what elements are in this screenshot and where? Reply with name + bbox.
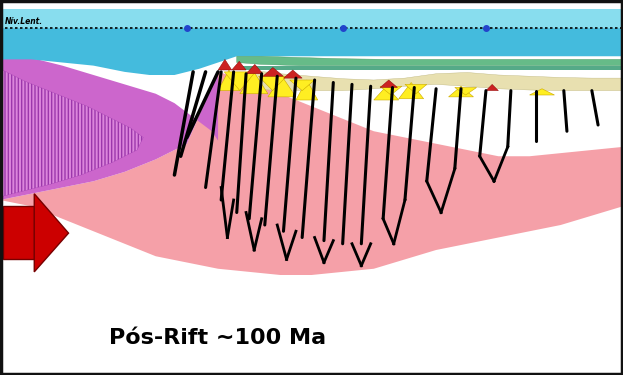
Polygon shape [486,84,498,91]
Polygon shape [218,59,232,70]
Polygon shape [0,28,623,75]
Polygon shape [240,72,268,94]
Polygon shape [263,68,283,76]
Polygon shape [232,61,246,70]
Polygon shape [380,86,402,95]
Polygon shape [296,80,318,100]
Polygon shape [374,86,399,100]
Text: Nív.Lent.: Nív.Lent. [5,17,43,26]
Polygon shape [0,72,623,375]
Polygon shape [399,82,424,99]
Polygon shape [530,89,554,95]
Polygon shape [268,76,296,97]
Polygon shape [0,69,143,197]
Polygon shape [224,72,255,91]
Polygon shape [259,76,287,91]
Polygon shape [0,9,623,28]
Polygon shape [380,80,397,87]
Bar [3,206,34,260]
Text: Pós-Rift ~100 Ma: Pós-Rift ~100 Ma [110,327,326,348]
Polygon shape [290,80,315,91]
Polygon shape [449,86,473,97]
Polygon shape [246,64,263,74]
Polygon shape [249,70,623,91]
Polygon shape [455,87,477,95]
Polygon shape [237,56,623,66]
Polygon shape [405,84,427,94]
Polygon shape [34,194,69,272]
Polygon shape [0,56,218,200]
Polygon shape [0,200,623,375]
Polygon shape [237,66,623,70]
Polygon shape [283,70,302,78]
Polygon shape [218,70,240,91]
